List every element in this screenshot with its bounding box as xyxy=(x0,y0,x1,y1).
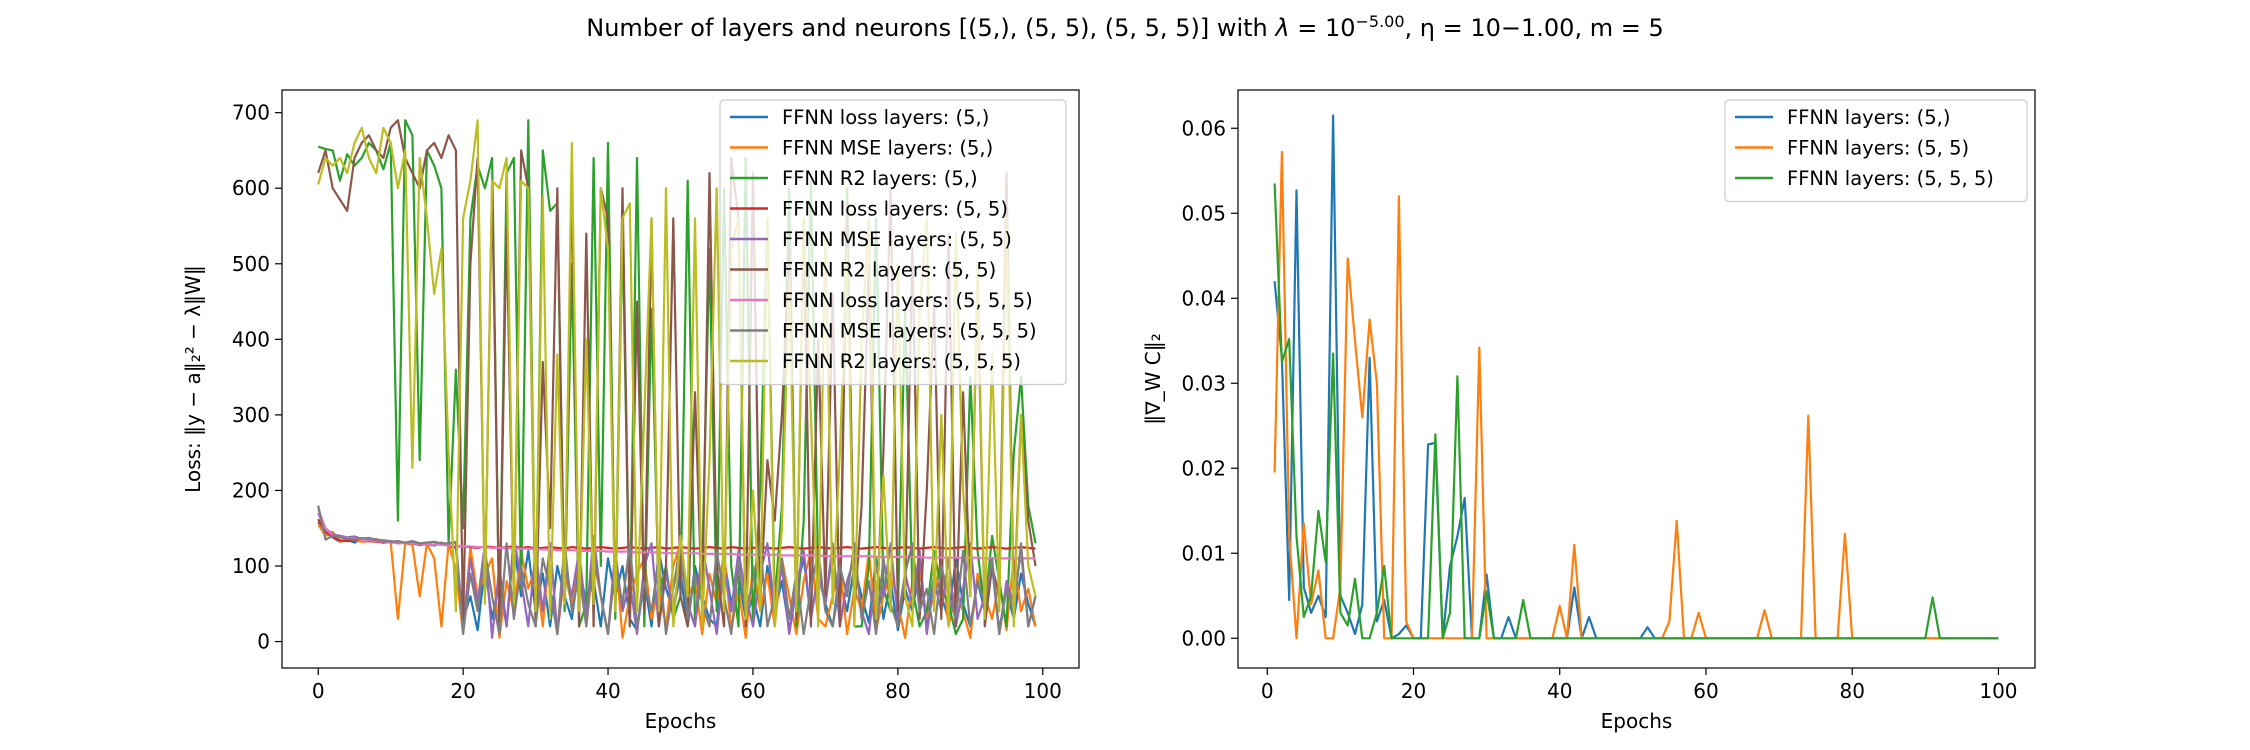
y-tick-label: 500 xyxy=(232,252,270,276)
legend-label-7: FFNN loss layers: (5, 5, 5) xyxy=(782,289,1033,312)
series-line-2 xyxy=(1273,150,1999,640)
legend-box xyxy=(719,99,1067,386)
y-tick-label: 400 xyxy=(232,327,270,351)
axes-frame xyxy=(1237,89,2036,669)
title-text-rest: , η = 10−1.00, m = 5 xyxy=(1404,14,1664,42)
loss-chart: 0 20 40 60 80 100 0 100 200 300 400 500 600 700 Epochs… xyxy=(181,89,1080,733)
series-line-9 xyxy=(317,119,1037,628)
title-lambda-exponent: −5.00 xyxy=(1355,12,1405,31)
y-tick-label: 300 xyxy=(232,403,270,427)
legend-label-6: FFNN R2 layers: (5, 5) xyxy=(782,259,996,282)
legend-label-2: FFNN MSE layers: (5,) xyxy=(782,137,993,160)
y-tick-label: 0 xyxy=(257,630,270,654)
series-group xyxy=(1273,114,1999,640)
legend-label-3: FFNN layers: (5, 5, 5) xyxy=(1787,167,1994,190)
axes-frame xyxy=(281,89,1080,669)
x-tick-label: 0 xyxy=(1261,679,1274,703)
title-text-pre: Number of layers and neurons [(5,), (5, … xyxy=(586,14,1276,42)
y-tick-label: 0.05 xyxy=(1181,201,1226,225)
series-line-3 xyxy=(317,119,1037,636)
series-line-8 xyxy=(317,505,1037,636)
legend-label-2: FFNN layers: (5, 5) xyxy=(1787,137,1969,160)
x-tick-label: 0 xyxy=(312,679,325,703)
y-tick-label: 600 xyxy=(232,176,270,200)
y-tick-label: 0.01 xyxy=(1181,541,1226,565)
x-tick-label: 100 xyxy=(1979,679,2017,703)
x-tick-label: 40 xyxy=(1547,679,1572,703)
legend-box xyxy=(1724,99,2028,203)
legend: FFNN layers: (5,) FFNN layers: (5, 5) FFNN… xyxy=(1724,99,2028,203)
series-line-7 xyxy=(317,508,1036,560)
series-line-3 xyxy=(1273,183,1999,640)
series-group xyxy=(317,119,1037,639)
y-tick-label: 0.04 xyxy=(1181,286,1226,310)
legend-label-1: FFNN loss layers: (5,) xyxy=(782,106,989,129)
x-tick-label: 80 xyxy=(1839,679,1864,703)
legend-label-9: FFNN R2 layers: (5, 5, 5) xyxy=(782,350,1021,373)
x-axis-label: Epochs xyxy=(645,709,717,733)
legend-label-4: FFNN loss layers: (5, 5) xyxy=(782,198,1008,221)
x-tick-label: 100 xyxy=(1024,679,1062,703)
figure-title: Number of layers and neurons [(5,), (5, … xyxy=(0,12,2250,42)
x-tick-label: 60 xyxy=(740,679,765,703)
legend: FFNN loss layers: (5,) FFNN MSE layers: (… xyxy=(719,99,1067,386)
y-tick-label: 0.02 xyxy=(1181,456,1226,480)
y-tick-label: 0.03 xyxy=(1181,371,1226,395)
x-tick-label: 60 xyxy=(1693,679,1718,703)
title-lambda: λ xyxy=(1275,14,1290,42)
y-tick-label: 200 xyxy=(232,478,270,502)
y-axis-label: ‖∇_W C‖₂ xyxy=(1141,333,1165,425)
x-tick-label: 80 xyxy=(885,679,910,703)
legend-label-5: FFNN MSE layers: (5, 5) xyxy=(782,228,1012,251)
y-tick-label: 0.06 xyxy=(1181,116,1226,140)
y-axis-label: Loss: ‖y − a‖₂² − λ‖W‖ xyxy=(181,265,205,493)
title-text-eq: = 10 xyxy=(1289,14,1356,42)
legend-label-1: FFNN layers: (5,) xyxy=(1787,106,1950,129)
legend-label-8: FFNN MSE layers: (5, 5, 5) xyxy=(782,320,1037,343)
y-tick-label: 700 xyxy=(232,101,270,125)
y-tick-label: 100 xyxy=(232,554,270,578)
gradient-norm-chart: 0 20 40 60 80 100 0.00 0.01 0.02 0.03 0.04 0.05 0.06… xyxy=(1141,89,2036,733)
legend-label-3: FFNN R2 layers: (5,) xyxy=(782,167,978,190)
x-tick-label: 20 xyxy=(1401,679,1426,703)
x-tick-label: 20 xyxy=(450,679,475,703)
y-tick-label: 0.00 xyxy=(1181,626,1226,650)
x-tick-label: 40 xyxy=(595,679,620,703)
x-axis-label: Epochs xyxy=(1601,709,1673,733)
